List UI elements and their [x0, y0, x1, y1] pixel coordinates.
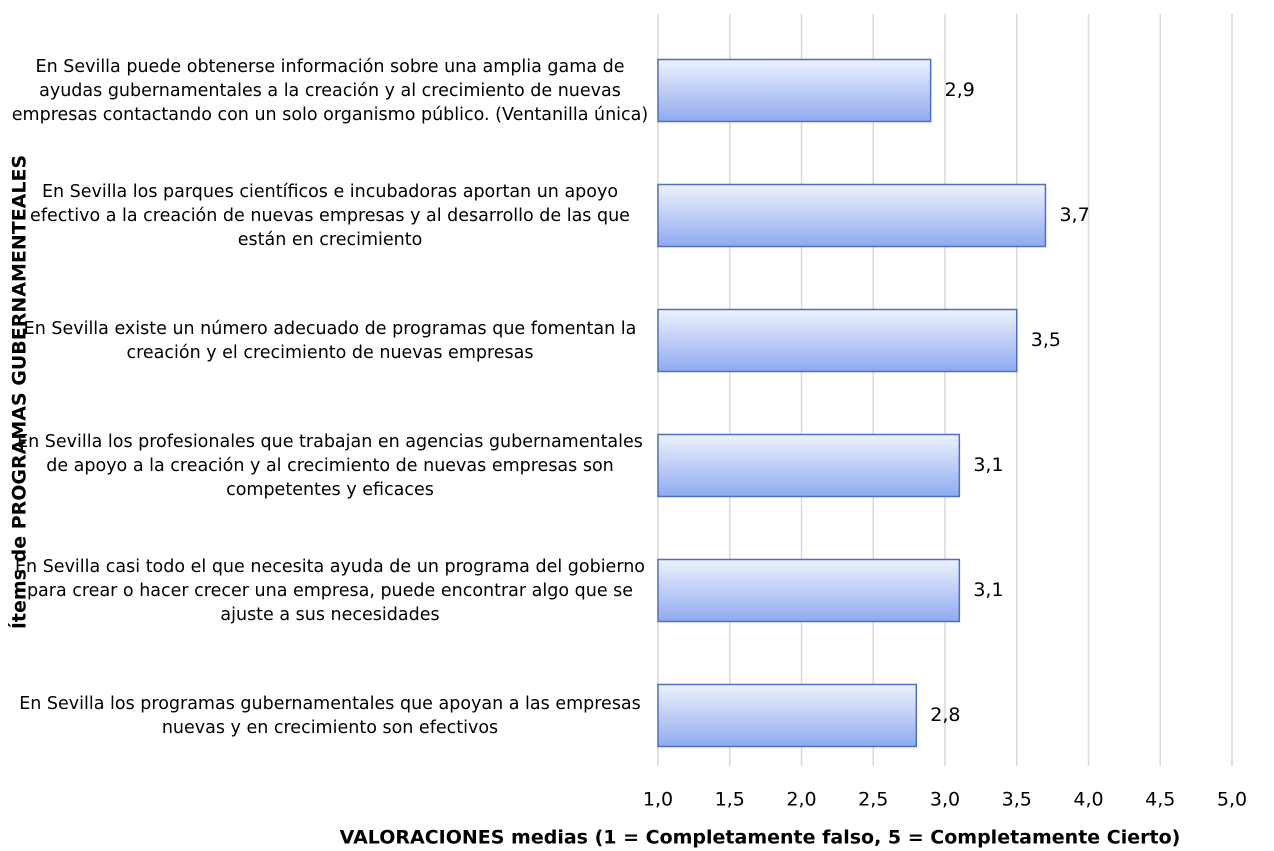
- category-label: En Sevilla los programas gubernamentales…: [19, 693, 641, 738]
- value-label: 2,8: [930, 704, 960, 726]
- bar: [657, 183, 1047, 248]
- category-label: En Sevilla existe un número adecuado de …: [23, 318, 637, 363]
- x-tick-label: 2,5: [858, 789, 888, 811]
- category-label: En Sevilla los parques científicos e inc…: [30, 181, 630, 250]
- value-label: 3,5: [1031, 329, 1061, 351]
- x-axis-title: VALORACIONES medias (1 = Completamente f…: [340, 827, 1181, 849]
- x-tick-label: 1,0: [643, 789, 673, 811]
- x-tick-label: 4,5: [1145, 789, 1175, 811]
- category-label: En Sevilla puede obtenerse información s…: [11, 56, 649, 125]
- bar: [657, 58, 932, 123]
- x-tick-label: 2,0: [786, 789, 816, 811]
- x-tick-label: 5,0: [1217, 789, 1247, 811]
- x-tick-label: 3,0: [930, 789, 960, 811]
- category-label: En Sevilla casi todo el que necesita ayu…: [14, 556, 646, 625]
- y-axis-title: Ítems de PROGRAMAS GUBERNAMENTEALES: [8, 155, 31, 629]
- x-tick-label: 1,5: [715, 789, 745, 811]
- x-tick-label: 4,0: [1073, 789, 1103, 811]
- bar: [657, 433, 961, 498]
- bar: [657, 558, 961, 623]
- value-label: 3,1: [973, 454, 1003, 476]
- category-label: En Sevilla los profesionales que trabaja…: [17, 431, 643, 500]
- value-label: 3,1: [973, 579, 1003, 601]
- x-tick-label: 3,5: [1002, 789, 1032, 811]
- value-label: 3,7: [1059, 204, 1089, 226]
- bar: [657, 683, 918, 748]
- value-label: 2,9: [945, 79, 975, 101]
- bar: [657, 308, 1018, 373]
